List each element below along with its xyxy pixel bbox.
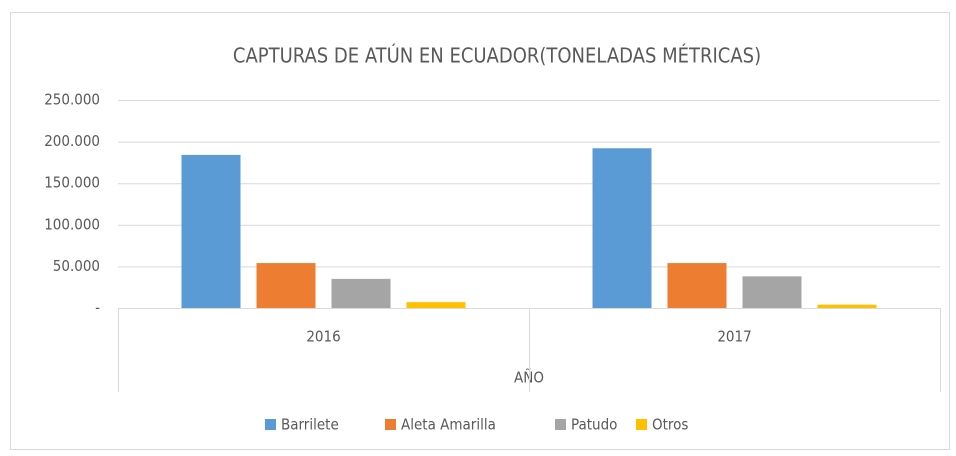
legend-label: Aleta Amarilla — [401, 416, 496, 434]
bar — [667, 263, 727, 308]
y-tick-label: 150.000 — [44, 174, 100, 192]
legend-swatch — [385, 419, 396, 430]
legend-swatch — [555, 419, 566, 430]
chart-border — [10, 12, 950, 450]
bar — [256, 263, 316, 308]
legend-swatch — [265, 419, 276, 430]
bar — [817, 304, 877, 308]
legend-label: Otros — [652, 416, 688, 434]
legend-label: Barrilete — [281, 416, 339, 434]
bar — [406, 302, 466, 308]
bar — [181, 154, 241, 308]
x-tick-label: 2017 — [717, 328, 751, 346]
legend-label: Patudo — [571, 416, 617, 434]
bar — [331, 278, 391, 308]
chart-title: CAPTURAS DE ATÚN EN ECUADOR(TONELADAS MÉ… — [233, 44, 761, 68]
legend-swatch — [636, 419, 647, 430]
bar — [742, 276, 802, 308]
y-tick-label: 200.000 — [44, 132, 100, 150]
y-tick-label: 50.000 — [53, 257, 100, 275]
y-tick-label: - — [95, 299, 100, 317]
y-tick-label: 100.000 — [44, 215, 100, 233]
x-tick-label: 2016 — [306, 328, 340, 346]
bar — [592, 148, 652, 308]
y-tick-label: 250.000 — [44, 91, 100, 109]
